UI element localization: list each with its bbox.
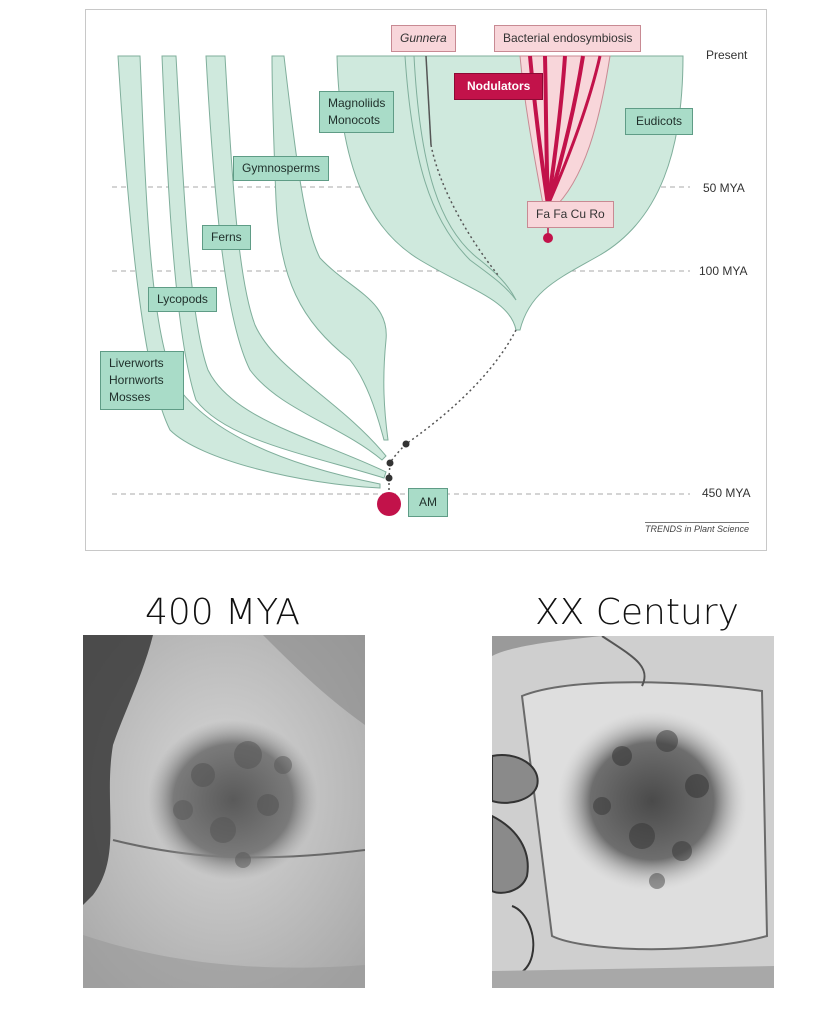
time-50-mya: 50 MYA xyxy=(703,181,745,195)
gunnera-divider xyxy=(413,55,517,301)
label-lycopods: Lycopods xyxy=(148,287,217,312)
nodulator-lineage-2 xyxy=(543,55,550,206)
label-gymnosperms: Gymnosperms xyxy=(233,156,330,181)
label-gunnera: Gunnera xyxy=(391,25,456,52)
angiosperm-dotted xyxy=(405,329,517,445)
label-magnoliids: Magnoliids Monocots xyxy=(319,91,395,133)
nodulator-lineage-5 xyxy=(546,55,602,206)
label-eudicots: Eudicots xyxy=(625,108,694,135)
label-fa-fa-cu-ro: Fa Fa Cu Ro xyxy=(527,201,614,228)
time-450-mya: 450 MYA xyxy=(702,486,751,500)
magnoliid-divider xyxy=(404,55,517,301)
seed-plant-dotted xyxy=(389,443,407,464)
label-liverworts: Liverworts Hornworts Mosses xyxy=(100,351,184,410)
label-nodulators: Nodulators xyxy=(454,73,544,100)
label-am: AM xyxy=(408,488,448,517)
nodulator-lineage-3 xyxy=(546,55,567,206)
clade-gymnosperms xyxy=(271,55,389,441)
time-100-mya: 100 MYA xyxy=(699,264,748,278)
nodulator-origin-dot xyxy=(543,233,553,243)
label-bacterial-endosymbiosis: Bacterial endosymbiosis xyxy=(494,25,642,52)
fossil-micrograph xyxy=(83,635,365,988)
nodulator-lineage-4 xyxy=(546,55,585,206)
gunnera-lineage xyxy=(425,55,432,146)
node-dot-2 xyxy=(386,459,394,467)
modern-micrograph xyxy=(492,636,774,988)
left-panel-title: 400 MYA xyxy=(145,592,301,633)
node-dot-1 xyxy=(402,440,410,448)
figure-credit: TRENDS in Plant Science xyxy=(645,522,750,534)
gunnera-dotted xyxy=(430,144,499,276)
label-ferns: Ferns xyxy=(202,225,251,250)
right-panel-title: XX Century xyxy=(535,592,739,633)
time-present: Present xyxy=(706,48,748,62)
nodulator-lineage-1 xyxy=(528,55,550,206)
phylogeny-tree xyxy=(112,55,690,516)
node-dot-3 xyxy=(385,474,393,482)
am-origin-dot xyxy=(377,492,401,516)
